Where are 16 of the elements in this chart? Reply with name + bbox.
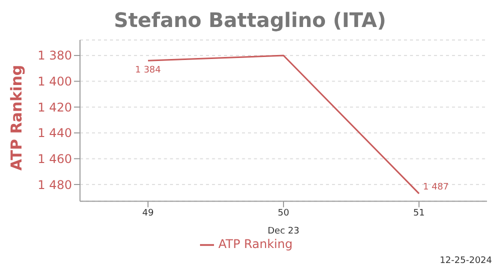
chart-title: Stefano Battaglino (ITA): [112, 8, 388, 32]
y-axis-title: ATP Ranking: [7, 64, 26, 171]
y-tick-label: 1 380: [38, 48, 72, 63]
data-label: 1 487: [423, 182, 449, 193]
y-tick-label: 1 420: [38, 100, 72, 114]
x-axis-title: Dec 23: [268, 226, 300, 236]
y-tick-label: 1 460: [38, 152, 72, 166]
y-tick-label: 1 480: [38, 178, 72, 192]
y-tick-label: 1 440: [38, 126, 72, 140]
legend-label: ATP Ranking: [218, 237, 293, 252]
x-tick-label: 51: [413, 208, 425, 219]
data-label: 1 384: [135, 66, 162, 76]
x-tick-label: 49: [142, 208, 154, 219]
y-tick-label: 1 400: [38, 74, 72, 89]
text: 12-25-2024: [440, 256, 492, 266]
x-tick-label: 50: [278, 208, 290, 219]
